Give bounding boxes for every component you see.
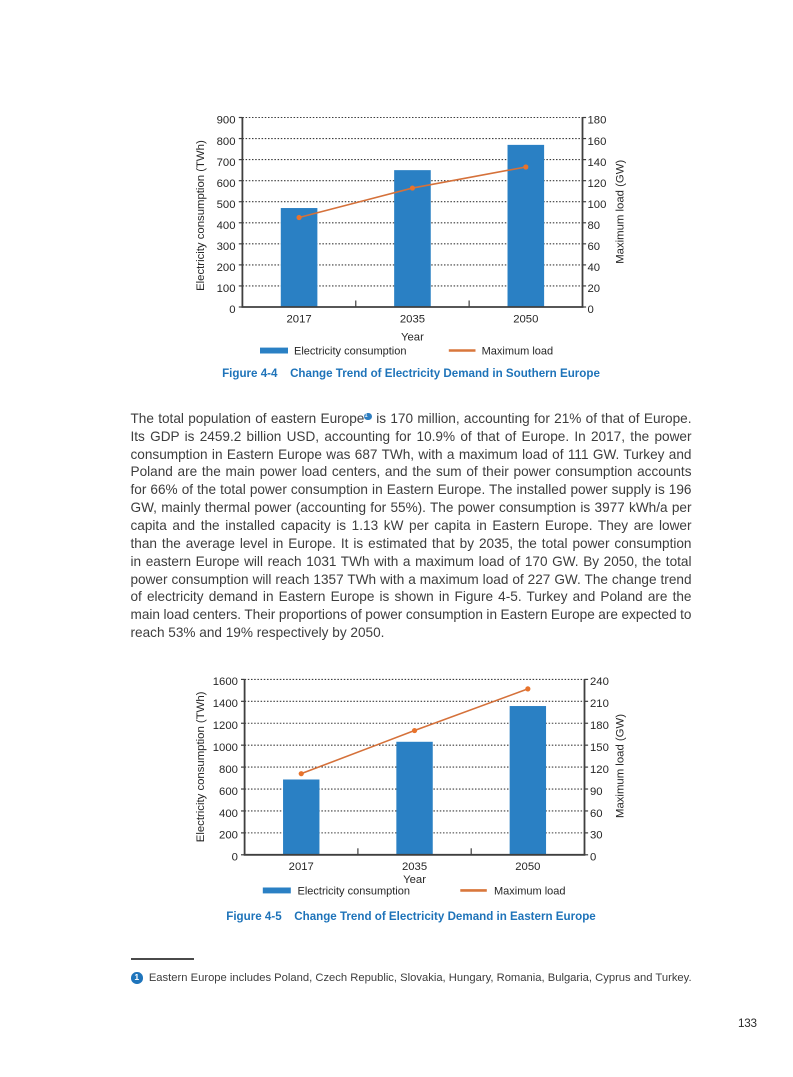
svg-text:Maximum load (GW): Maximum load (GW) <box>615 160 627 264</box>
svg-text:1000: 1000 <box>213 742 238 754</box>
svg-text:210: 210 <box>590 698 609 710</box>
svg-text:Electricity consumption: Electricity consumption <box>298 886 411 898</box>
svg-text:2035: 2035 <box>400 314 425 326</box>
svg-text:500: 500 <box>217 199 236 211</box>
svg-text:80: 80 <box>588 220 601 232</box>
svg-text:1600: 1600 <box>213 676 238 688</box>
svg-text:150: 150 <box>590 742 609 754</box>
svg-text:200: 200 <box>217 262 236 274</box>
svg-text:800: 800 <box>219 764 238 776</box>
svg-text:Year: Year <box>401 332 424 344</box>
svg-text:200: 200 <box>219 830 238 842</box>
svg-text:0: 0 <box>229 304 235 316</box>
svg-text:2017: 2017 <box>287 314 312 326</box>
svg-text:0: 0 <box>590 852 596 864</box>
svg-text:Year: Year <box>403 874 426 886</box>
svg-text:20: 20 <box>588 283 601 295</box>
svg-text:1200: 1200 <box>213 720 238 732</box>
svg-text:100: 100 <box>588 199 607 211</box>
svg-text:600: 600 <box>217 178 236 190</box>
svg-text:140: 140 <box>588 157 607 169</box>
svg-text:Maximum load (GW): Maximum load (GW) <box>615 714 627 818</box>
svg-text:240: 240 <box>590 676 609 688</box>
svg-text:1400: 1400 <box>213 698 238 710</box>
svg-text:180: 180 <box>588 115 607 127</box>
svg-text:600: 600 <box>219 786 238 798</box>
svg-text:400: 400 <box>219 808 238 820</box>
svg-text:700: 700 <box>217 157 236 169</box>
svg-text:900: 900 <box>217 115 236 127</box>
svg-text:2017: 2017 <box>289 861 314 873</box>
svg-text:2050: 2050 <box>515 861 540 873</box>
svg-text:30: 30 <box>590 830 603 842</box>
svg-text:Electricity consumption: Electricity consumption <box>294 346 407 358</box>
svg-text:2035: 2035 <box>402 861 427 873</box>
svg-text:100: 100 <box>217 283 236 295</box>
svg-text:60: 60 <box>588 241 601 253</box>
svg-text:2050: 2050 <box>513 314 538 326</box>
svg-text:Electricity consumption (TWh): Electricity consumption (TWh) <box>195 691 207 842</box>
svg-text:800: 800 <box>217 136 236 148</box>
svg-text:Electricity consumption (TWh): Electricity consumption (TWh) <box>195 140 207 291</box>
svg-text:400: 400 <box>217 220 236 232</box>
svg-text:0: 0 <box>588 304 594 316</box>
svg-text:0: 0 <box>232 852 238 864</box>
svg-text:Maximum load: Maximum load <box>494 886 566 898</box>
svg-text:120: 120 <box>590 764 609 776</box>
svg-text:120: 120 <box>588 178 607 190</box>
svg-text:40: 40 <box>588 262 601 274</box>
svg-text:90: 90 <box>590 786 603 798</box>
svg-text:Maximum load: Maximum load <box>482 346 554 358</box>
svg-text:160: 160 <box>588 136 607 148</box>
svg-text:60: 60 <box>590 808 603 820</box>
svg-text:300: 300 <box>217 241 236 253</box>
svg-text:180: 180 <box>590 720 609 732</box>
